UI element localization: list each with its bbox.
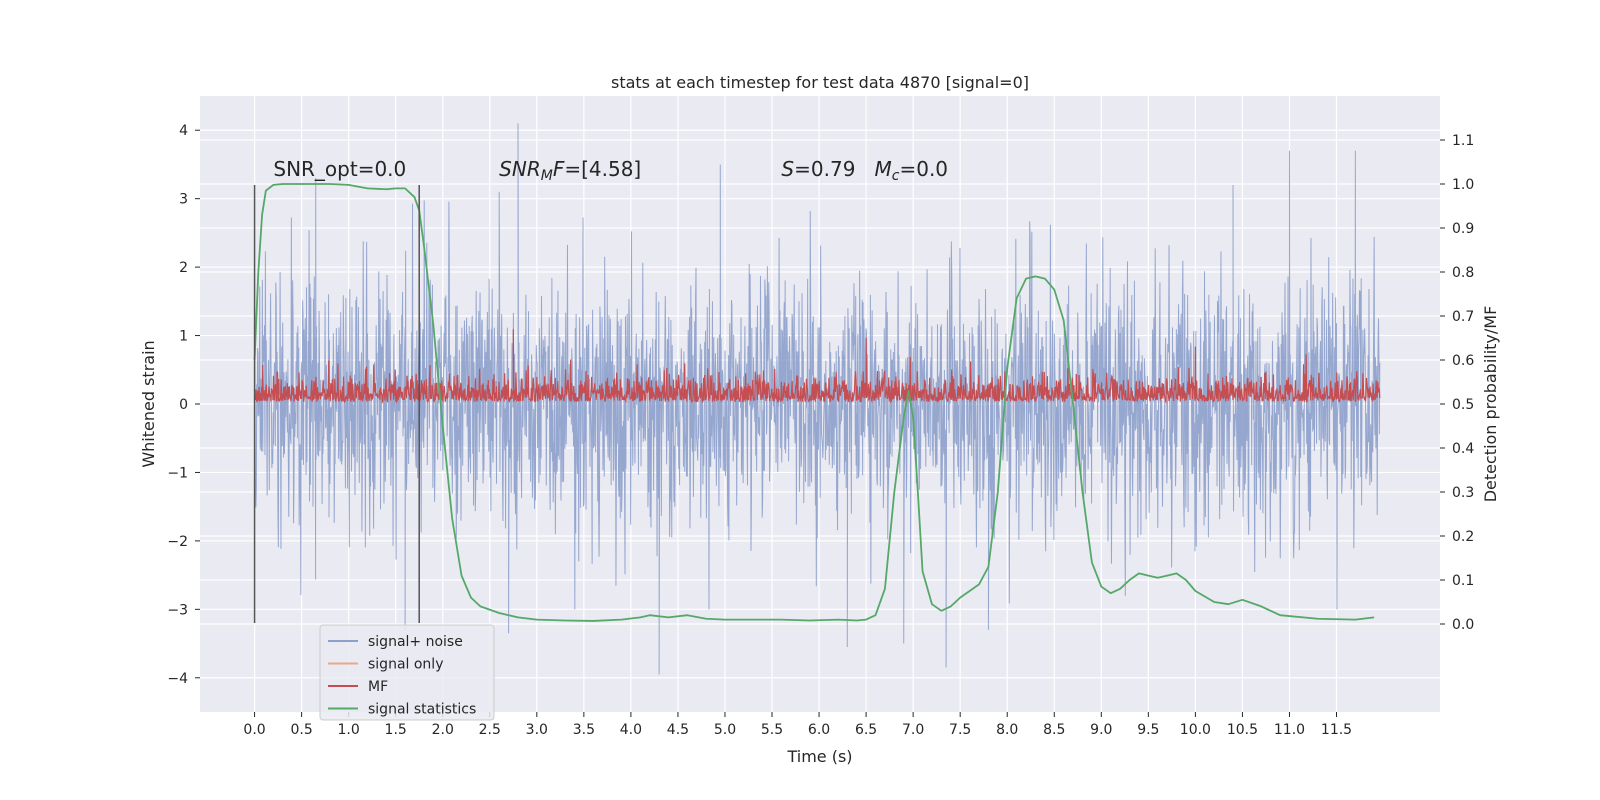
x-tick-label: 11.0 [1274,722,1305,738]
annotations: SNR_opt=0.0 SNRMF=[4.58] S=0.79 Mc=0.0 [273,157,948,184]
annotation-3: S=0.79 Mc=0.0 [781,157,948,184]
y-left-tick-label: −2 [167,534,188,550]
x-tick-label: 6.0 [808,722,830,738]
annotation-1: SNR_opt=0.0 [273,157,406,181]
chart-title: stats at each timestep for test data 487… [611,73,1029,92]
y-right-tick-label: 0.0 [1452,617,1474,633]
vline-layer [253,184,420,624]
legend-label-signal-only: signal only [368,657,443,673]
series-mf [253,329,1381,405]
y-left-tick-label: 3 [179,192,188,208]
y-right-tick-label: 0.2 [1452,529,1474,545]
x-tick-label: 5.0 [714,722,736,738]
y-right-tick-label: 0.8 [1452,265,1474,281]
legend-label-signal-statistics: signal statistics [368,702,476,718]
y-left-tick-label: −1 [167,465,188,481]
y-left-tick-label: 4 [179,123,188,139]
legend-label-signal-noise: signal+ noise [368,634,463,650]
y-right-tick-label: 0.5 [1452,397,1474,413]
x-tick-label: 2.0 [432,722,454,738]
x-tick-label: 11.5 [1321,722,1352,738]
x-tick-label: 10.5 [1227,722,1258,738]
y-left-tick-label: −3 [167,602,188,618]
x-tick-label: 4.0 [620,722,642,738]
x-tick-label: 9.0 [1090,722,1112,738]
y-axis-label-left: Whitened strain [139,340,158,467]
x-tick-label: 3.0 [526,722,548,738]
y-right-tick-label: 1.0 [1452,177,1474,193]
y-right-tick-label: 0.4 [1452,441,1474,457]
y-left-tick-label: 1 [179,329,188,345]
x-tick-label: 5.5 [761,722,783,738]
x-tick-label: 10.0 [1180,722,1211,738]
x-tick-label: 0.0 [243,722,265,738]
x-axis-label: Time (s) [786,747,852,766]
x-tick-label: 1.0 [338,722,360,738]
y-right-tick-label: 0.9 [1452,221,1474,237]
x-tick-label: 7.0 [902,722,924,738]
x-tick-label: 0.5 [290,722,312,738]
x-tick-label: 2.5 [479,722,501,738]
y-right-tick-label: 0.3 [1452,485,1474,501]
legend: signal+ noise signal only MF signal statist… [319,624,495,721]
y-right-tick-label: 0.7 [1452,309,1474,325]
x-tick-label: 3.5 [573,722,595,738]
y-right-tick-label: 1.1 [1452,133,1474,149]
x-tick-label: 9.5 [1137,722,1159,738]
series-signal-statistics [253,183,1375,622]
y-left-tick-label: 0 [179,397,188,413]
legend-label-mf: MF [368,679,388,695]
x-tick-label: 6.5 [855,722,877,738]
x-tick-label: 1.5 [385,722,407,738]
y-axis-label-right: Detection probability/MF [1481,306,1500,503]
x-tick-label: 8.5 [1043,722,1065,738]
annotation-2: SNRMF=[4.58] [499,157,641,184]
x-tick-label: 7.5 [949,722,971,738]
y-right-tick-label: 0.6 [1452,353,1474,369]
y-left-tick-label: −4 [167,671,188,687]
x-tick-label: 4.5 [667,722,689,738]
x-tick-label: 8.0 [996,722,1018,738]
series-layer [253,123,1381,675]
y-left-tick-label: 2 [179,260,188,276]
ticks-layer: 0.0 0.5 1.0 1.5 2.0 2.5 3.0 3.5 4.0 4.5 5.0 5.5 6.0 6… [167,123,1474,738]
y-right-tick-label: 0.1 [1452,573,1474,589]
legend-box [319,624,495,721]
